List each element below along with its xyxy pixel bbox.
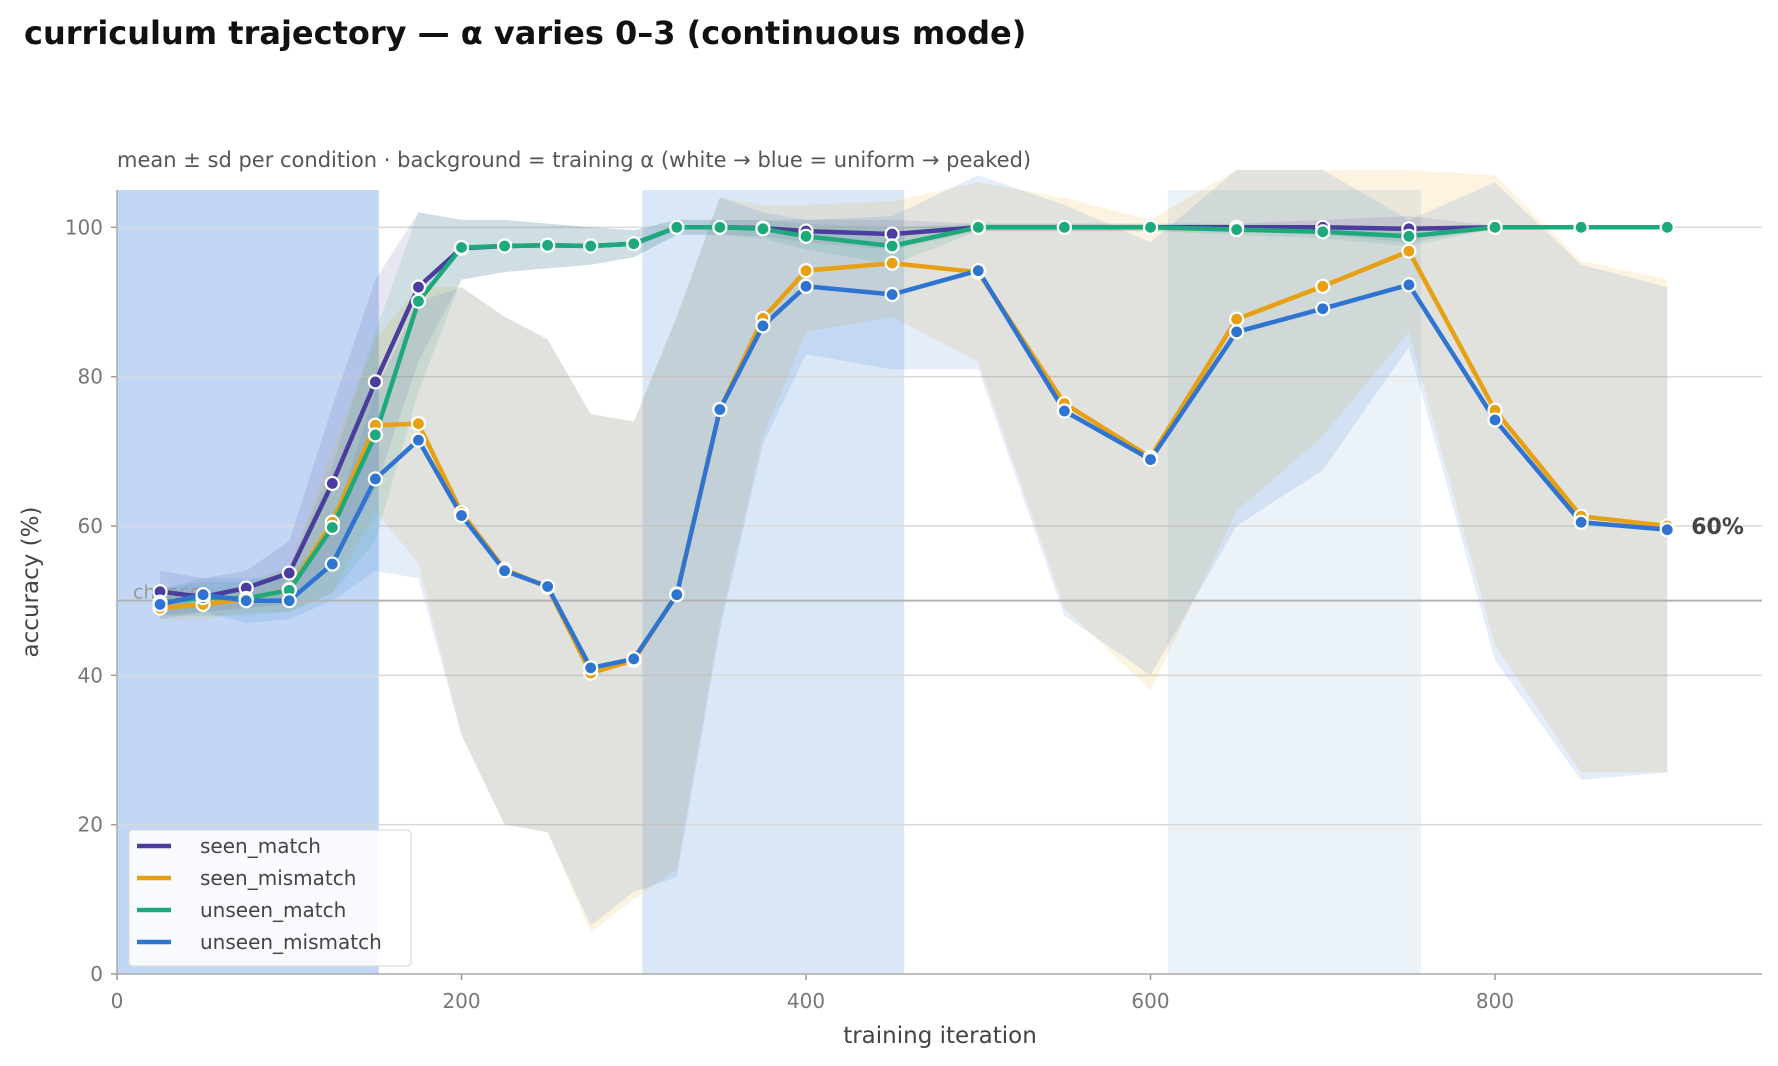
point-unseen_mismatch-500 bbox=[970, 263, 986, 279]
point-unseen_mismatch-325 bbox=[669, 587, 685, 603]
point-unseen_mismatch-650 bbox=[1229, 324, 1245, 340]
sd-area-unseen_mismatch bbox=[160, 170, 1668, 926]
point-unseen_mismatch-225 bbox=[496, 563, 513, 579]
series-points bbox=[152, 219, 1675, 681]
point-unseen_match-175 bbox=[410, 293, 427, 309]
point-unseen_mismatch-275 bbox=[583, 660, 599, 676]
sd-area-seen_match bbox=[160, 212, 1668, 616]
point-seen_match-175 bbox=[410, 279, 427, 295]
point-unseen_match-400 bbox=[798, 228, 814, 244]
point-seen_mismatch-400 bbox=[798, 263, 814, 279]
point-unseen_match-600 bbox=[1142, 219, 1159, 235]
point-unseen_match-200 bbox=[453, 239, 470, 256]
x-tick-label-200: 200 bbox=[442, 989, 480, 1013]
x-axis-label: training iteration bbox=[843, 1023, 1037, 1049]
point-unseen_match-275 bbox=[583, 238, 599, 254]
point-unseen_match-650 bbox=[1229, 221, 1245, 238]
point-unseen_match-450 bbox=[884, 238, 900, 254]
point-unseen_match-850 bbox=[1573, 219, 1589, 235]
point-unseen_match-375 bbox=[755, 221, 771, 237]
line-unseen_match bbox=[159, 225, 1668, 605]
y-tick-label-100: 100 bbox=[65, 215, 103, 239]
point-seen_mismatch-175 bbox=[410, 416, 427, 432]
point-unseen_match-550 bbox=[1056, 219, 1072, 235]
point-unseen_match-225 bbox=[496, 238, 513, 254]
point-unseen_mismatch-850 bbox=[1573, 514, 1589, 530]
y-tick-label-60: 60 bbox=[78, 514, 103, 538]
point-unseen_mismatch-100 bbox=[281, 593, 297, 609]
point-unseen_mismatch-800 bbox=[1487, 412, 1503, 428]
point-unseen_mismatch-900 bbox=[1659, 522, 1675, 538]
y-tick-label-80: 80 bbox=[78, 365, 103, 389]
point-seen_mismatch-750 bbox=[1401, 243, 1417, 259]
alpha-band-1 bbox=[642, 190, 905, 974]
end-label: 60% bbox=[1691, 515, 1744, 540]
axes: 0 20 40 60 80 100 0 200 400 600 800 bbox=[65, 190, 1762, 1013]
point-unseen_match-150 bbox=[367, 427, 383, 443]
y-axis-label: accuracy (%) bbox=[18, 507, 44, 658]
series-lines bbox=[159, 225, 1668, 676]
point-unseen_mismatch-450 bbox=[884, 286, 900, 303]
point-unseen_mismatch-175 bbox=[410, 432, 427, 448]
point-unseen_mismatch-700 bbox=[1315, 301, 1331, 317]
end-label-group: 60% bbox=[1691, 515, 1744, 540]
point-unseen_match-800 bbox=[1487, 219, 1503, 235]
sd-area-seen_mismatch bbox=[160, 170, 1668, 933]
point-unseen_match-350 bbox=[712, 219, 728, 235]
legend: seen_match seen_mismatch unseen_matchunsee… bbox=[128, 829, 412, 967]
point-unseen_mismatch-375 bbox=[755, 318, 771, 334]
point-unseen_mismatch-750 bbox=[1401, 277, 1417, 293]
chart-title: curriculum trajectory — α varies 0–3 (co… bbox=[24, 14, 1027, 52]
chart-subtitle: mean ± sd per condition · background = t… bbox=[117, 148, 1031, 172]
sd-area-unseen_match bbox=[160, 212, 1668, 616]
line-unseen_mismatch bbox=[159, 268, 1668, 671]
x-tick-label-400: 400 bbox=[787, 989, 825, 1013]
legend-label-unseen_match: unseen_match bbox=[200, 898, 346, 922]
y-tick-label-0: 0 bbox=[90, 962, 103, 986]
point-seen_mismatch-700 bbox=[1315, 278, 1331, 294]
sd-areas bbox=[160, 170, 1668, 933]
x-tick-label-800: 800 bbox=[1476, 989, 1514, 1013]
legend-label-seen_mismatch: seen_mismatch bbox=[200, 866, 356, 890]
y-tick-label-40: 40 bbox=[78, 663, 103, 687]
legend-box bbox=[128, 829, 412, 967]
alpha-band-2 bbox=[1167, 190, 1421, 974]
point-seen_mismatch-650 bbox=[1229, 311, 1245, 327]
point-unseen_match-250 bbox=[540, 237, 556, 253]
point-unseen_match-700 bbox=[1315, 224, 1331, 240]
x-tick-label-600: 600 bbox=[1131, 989, 1169, 1013]
point-unseen_mismatch-25 bbox=[152, 596, 168, 613]
x-tick-label-0: 0 bbox=[111, 989, 124, 1013]
point-unseen_mismatch-350 bbox=[712, 401, 728, 418]
point-unseen_match-125 bbox=[324, 519, 340, 536]
point-unseen_mismatch-75 bbox=[238, 593, 254, 609]
legend-label-seen_match: seen_match bbox=[200, 834, 321, 858]
point-unseen_match-325 bbox=[669, 219, 685, 235]
point-unseen_mismatch-550 bbox=[1056, 403, 1072, 419]
point-seen_match-125 bbox=[324, 475, 340, 492]
point-unseen_mismatch-200 bbox=[453, 507, 470, 524]
point-unseen_mismatch-600 bbox=[1142, 451, 1159, 468]
point-unseen_mismatch-50 bbox=[195, 587, 211, 603]
legend-label-unseen_mismatch: unseen_mismatch bbox=[200, 930, 382, 954]
point-unseen_match-500 bbox=[970, 219, 986, 235]
point-unseen_mismatch-125 bbox=[324, 556, 340, 572]
point-seen_mismatch-450 bbox=[884, 255, 900, 271]
y-tick-label-20: 20 bbox=[78, 813, 103, 837]
point-unseen_mismatch-400 bbox=[798, 278, 814, 294]
point-unseen_match-900 bbox=[1659, 219, 1675, 235]
point-seen_match-150 bbox=[367, 374, 383, 390]
grid-lines bbox=[117, 226, 1762, 826]
point-unseen_match-750 bbox=[1401, 228, 1417, 244]
point-unseen_mismatch-150 bbox=[367, 471, 383, 487]
point-unseen_match-300 bbox=[626, 236, 642, 252]
point-unseen_mismatch-300 bbox=[626, 651, 642, 667]
point-seen_match-100 bbox=[281, 565, 297, 581]
point-unseen_mismatch-250 bbox=[540, 578, 556, 595]
